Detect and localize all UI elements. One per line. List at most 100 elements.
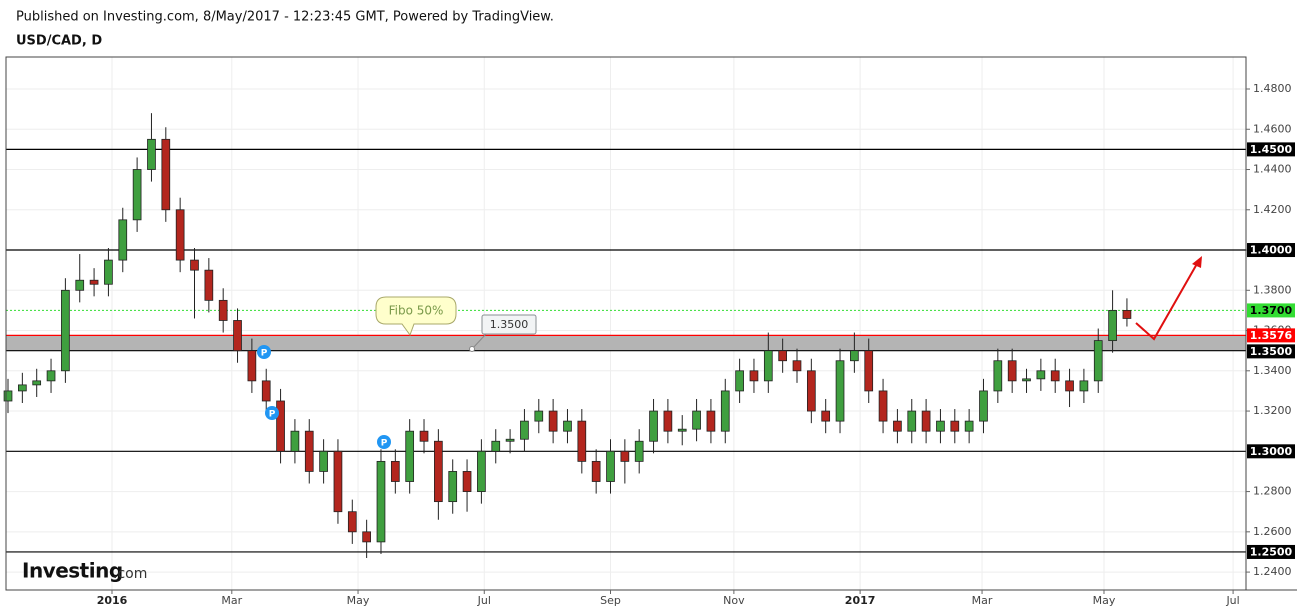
level-label: 1.3500 <box>1250 345 1293 358</box>
candle-body <box>1122 310 1132 319</box>
y-tick-label: 1.2600 <box>1253 525 1292 538</box>
candle-body <box>591 460 601 482</box>
level-label-box <box>1247 142 1295 157</box>
candle-body <box>563 420 572 432</box>
candle-body <box>405 430 415 482</box>
marker-icon <box>377 435 391 449</box>
candle-body <box>261 380 271 402</box>
candle-body <box>376 460 386 543</box>
candle-body <box>434 440 443 503</box>
callout-box <box>481 314 537 335</box>
marker-label: P <box>269 410 276 420</box>
level-label: 1.3000 <box>1250 445 1293 458</box>
x-tick-label: Nov <box>723 594 745 607</box>
candle-body <box>663 410 673 432</box>
candle-body <box>950 420 960 432</box>
level-label: 1.3576 <box>1250 329 1293 342</box>
marker-icon <box>257 345 271 359</box>
y-tick-label: 1.3800 <box>1253 283 1292 296</box>
candle-body <box>18 384 27 392</box>
candle-body <box>233 320 242 352</box>
markers: P P P <box>257 345 391 449</box>
candle-body <box>147 138 156 170</box>
candle-body <box>75 279 85 291</box>
marker-label: P <box>261 349 268 359</box>
level-label-box <box>1247 328 1295 343</box>
y-tick-label: 1.4600 <box>1253 122 1292 135</box>
candle-body <box>835 360 845 422</box>
callout-box <box>375 296 457 337</box>
candle-body <box>175 209 185 261</box>
candle-body <box>907 410 917 432</box>
candle-body <box>577 420 587 462</box>
candle-body <box>993 360 1003 392</box>
candle-body <box>132 169 142 221</box>
grid <box>6 57 1246 590</box>
level-label: 1.4000 <box>1250 244 1293 257</box>
candle-body <box>276 400 285 452</box>
candle-body <box>864 350 874 392</box>
candle-body <box>118 219 128 261</box>
y-tick-label: 1.4800 <box>1253 82 1292 95</box>
candle-body <box>893 420 902 432</box>
candle-body <box>61 289 70 372</box>
candle-body <box>448 471 458 503</box>
candle-body <box>1108 310 1117 342</box>
published-note: Published on Investing.com, 8/May/2017 -… <box>16 10 554 25</box>
fibo-label: Fibo 50% <box>389 304 444 318</box>
x-tick-label: 2017 <box>845 594 876 607</box>
candle-body <box>735 370 744 392</box>
candle-body <box>878 390 888 422</box>
candle-body <box>104 259 113 285</box>
y-tick-label: 1.4200 <box>1253 203 1292 216</box>
fibo-callout: Fibo 50% <box>375 296 457 337</box>
candle-body <box>792 360 802 372</box>
candle-body <box>161 138 171 211</box>
candle-body <box>462 471 472 492</box>
candle-body <box>964 420 974 432</box>
candle-body <box>850 350 859 362</box>
candle-body <box>319 450 328 472</box>
y-tick-label: 1.3200 <box>1253 404 1292 417</box>
y-tick-label: 1.2800 <box>1253 485 1292 498</box>
candle-body <box>390 460 400 482</box>
x-tick-label: May <box>347 594 370 607</box>
candle-body <box>190 259 199 271</box>
x-tick-label: Jul <box>1225 594 1239 607</box>
candle-body <box>362 531 371 543</box>
candle-body <box>749 370 759 382</box>
candle-body <box>1022 378 1031 382</box>
arrow-path <box>1135 261 1199 341</box>
candle-body <box>333 450 343 513</box>
level-label: 1.4500 <box>1250 143 1293 156</box>
logo: Investing .com <box>22 559 147 583</box>
level-label-box <box>1247 303 1295 318</box>
candle-body <box>620 450 630 462</box>
level-label: 1.3700 <box>1250 304 1293 317</box>
candle-body <box>534 410 544 422</box>
logo-suffix: .com <box>113 566 147 582</box>
candle-body <box>677 428 687 432</box>
candle-body <box>520 420 529 440</box>
candle-body <box>720 390 730 432</box>
candle-body <box>46 370 56 382</box>
candle-body <box>304 430 314 472</box>
candle-body <box>89 279 99 285</box>
callout-pointer <box>471 333 487 350</box>
candle-body <box>778 350 787 362</box>
level-label-box <box>1247 544 1295 559</box>
candle-body <box>634 440 644 462</box>
candle-body <box>1050 370 1060 382</box>
symbol: USD/CAD, D <box>16 34 102 49</box>
x-tick-label: May <box>1093 594 1116 607</box>
price-callout: 1.3500 <box>469 314 537 352</box>
candle-body <box>247 350 257 382</box>
level-label-box <box>1247 344 1295 359</box>
candle-body <box>505 438 515 442</box>
level-label: 1.2500 <box>1250 545 1293 558</box>
candle-body <box>606 450 615 482</box>
candle-body <box>649 410 658 442</box>
level-label-box <box>1247 243 1295 258</box>
candle-body <box>936 420 945 432</box>
